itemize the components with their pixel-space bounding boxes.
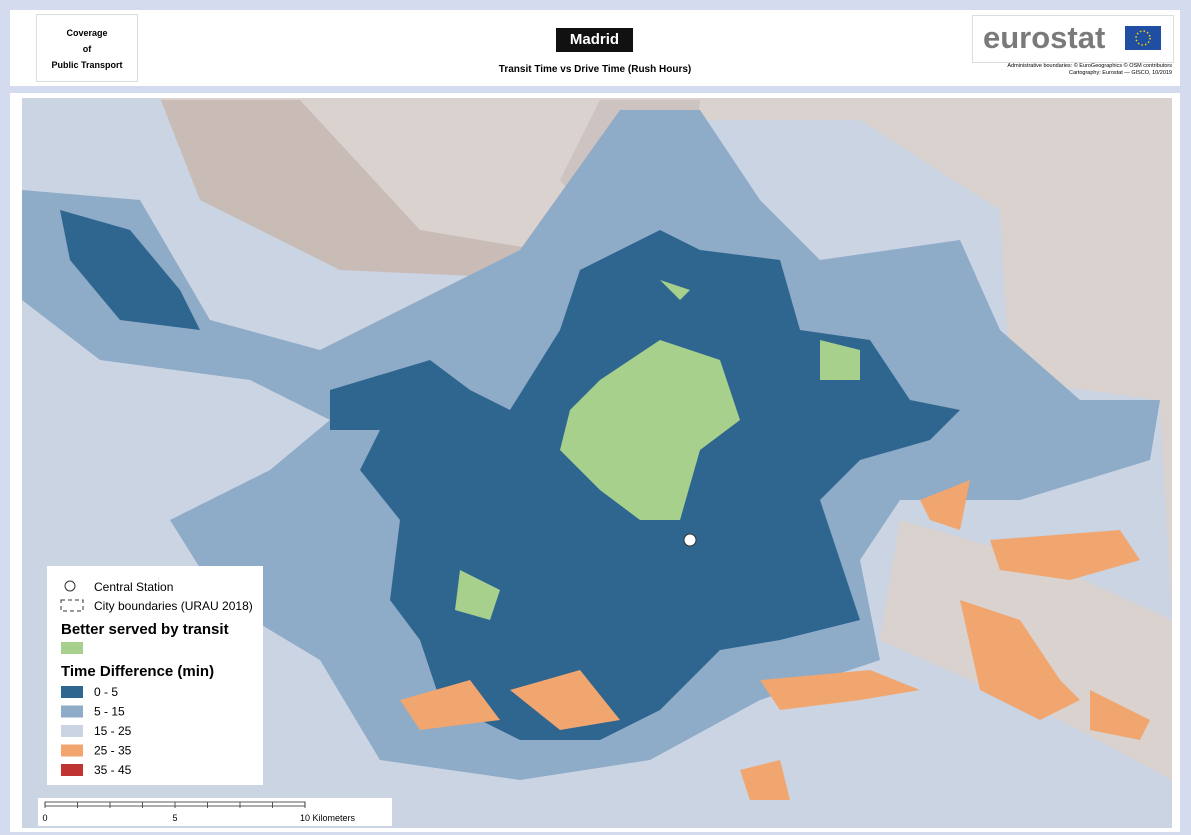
legend-class-label: 5 - 15 [94, 705, 125, 719]
legend-swatch [61, 686, 83, 698]
credit-line: Cartography: Eurostat — GISCO, 10/2019 [1068, 70, 1172, 76]
central-station [683, 533, 697, 547]
subtitle: Transit Time vs Drive Time (Rush Hours) [498, 64, 692, 75]
eu-flag [1125, 26, 1161, 50]
legend-swatch [61, 764, 83, 776]
coverage-line: Coverage [66, 28, 108, 38]
legend-swatch [61, 725, 83, 737]
legend-class-label: 25 - 35 [94, 744, 132, 758]
legend-station-icon [64, 580, 76, 592]
legend-symbol: Central Station [94, 580, 173, 594]
coverage-line: of [82, 44, 92, 54]
legend-boundary-icon [60, 599, 84, 612]
legend-swatch [61, 642, 83, 654]
legend-swatch [61, 705, 83, 718]
zone-25-35 [400, 480, 1150, 800]
legend-swatch [61, 744, 83, 757]
logo-text: eurostat [983, 20, 1106, 55]
legend-class-label: 35 - 45 [94, 763, 132, 777]
city-title: Madrid [556, 28, 633, 52]
logo: eurostat [972, 15, 1174, 63]
coverage-line: Public Transport [51, 60, 123, 70]
credits: Administrative boundaries: © EuroGeograp… [940, 63, 1172, 77]
legend-class-label: 0 - 5 [94, 685, 118, 699]
scale-label: 5 [172, 813, 177, 823]
scale-label: 0 [42, 813, 47, 823]
legend-title: Better served by transit [61, 621, 229, 638]
scale-label: 10 Kilometers [300, 813, 356, 823]
zone-0-5 [60, 210, 960, 740]
transit-better [455, 280, 860, 620]
legend-class-label: 15 - 25 [94, 724, 132, 738]
credit-line: Administrative boundaries: © EuroGeograp… [1007, 63, 1172, 69]
coverage-box: Coverage of Public Transport [36, 14, 138, 82]
legend-title: Time Difference (min) [61, 663, 214, 680]
legend-symbol: City boundaries (URAU 2018) [94, 599, 253, 613]
